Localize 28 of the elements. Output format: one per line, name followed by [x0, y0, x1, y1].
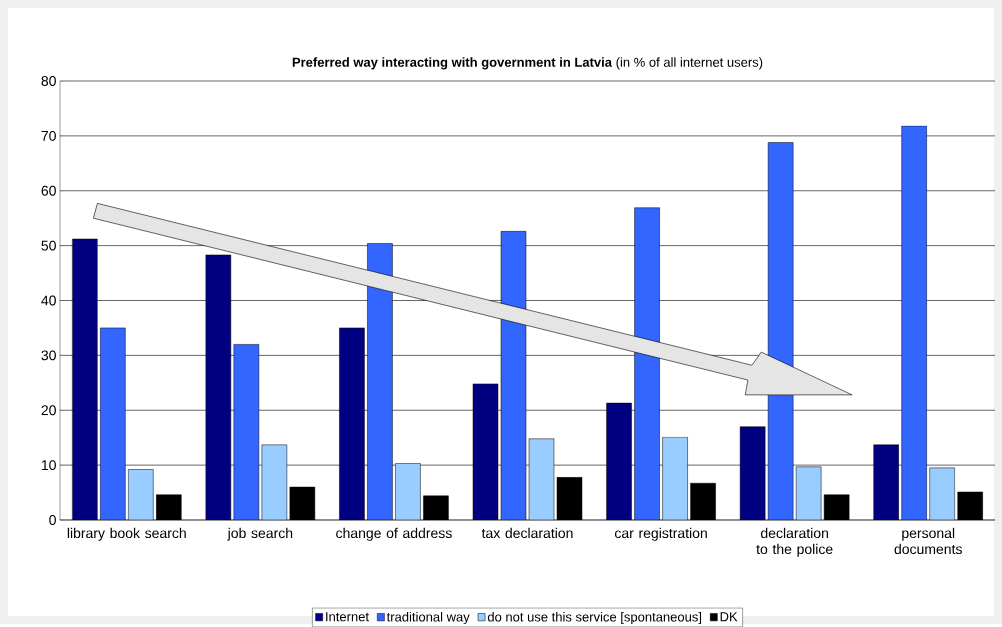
y-tick-label: 0 — [49, 514, 56, 525]
bar — [606, 402, 632, 520]
chart-title: Preferred way interacting with government in Latvia (in % of all internet users) — [292, 57, 763, 70]
x-tick-label: personal documents — [894, 527, 962, 555]
x-tick-label: tax declaration — [481, 527, 573, 539]
legend-label: traditional way — [386, 611, 470, 625]
y-tick-label: 40 — [41, 295, 56, 306]
y-tick-label: 50 — [41, 240, 56, 251]
legend-label: do not use this service [spontaneous] — [487, 611, 702, 625]
x-tick-label: declaration to the police — [756, 527, 833, 557]
y-tick-label: 20 — [41, 405, 56, 416]
bar — [205, 254, 232, 520]
bar — [739, 426, 766, 520]
y-tick-label: 30 — [41, 350, 56, 361]
y-tick-label: 80 — [41, 75, 56, 86]
bar — [873, 444, 899, 520]
legend-label: DK — [720, 612, 738, 622]
x-tick-label: library book search — [67, 527, 186, 541]
y-tick-label: 60 — [41, 185, 56, 196]
y-tick-label: 10 — [41, 460, 56, 471]
x-tick-label: change of address — [336, 527, 452, 541]
x-tick-label: car registration — [614, 527, 707, 541]
bar — [472, 383, 499, 520]
y-tick-label: 70 — [41, 130, 56, 141]
bar — [339, 327, 365, 520]
bar — [72, 238, 98, 520]
x-tick-label: job search — [227, 527, 293, 541]
legend-label: Internet — [326, 612, 369, 622]
